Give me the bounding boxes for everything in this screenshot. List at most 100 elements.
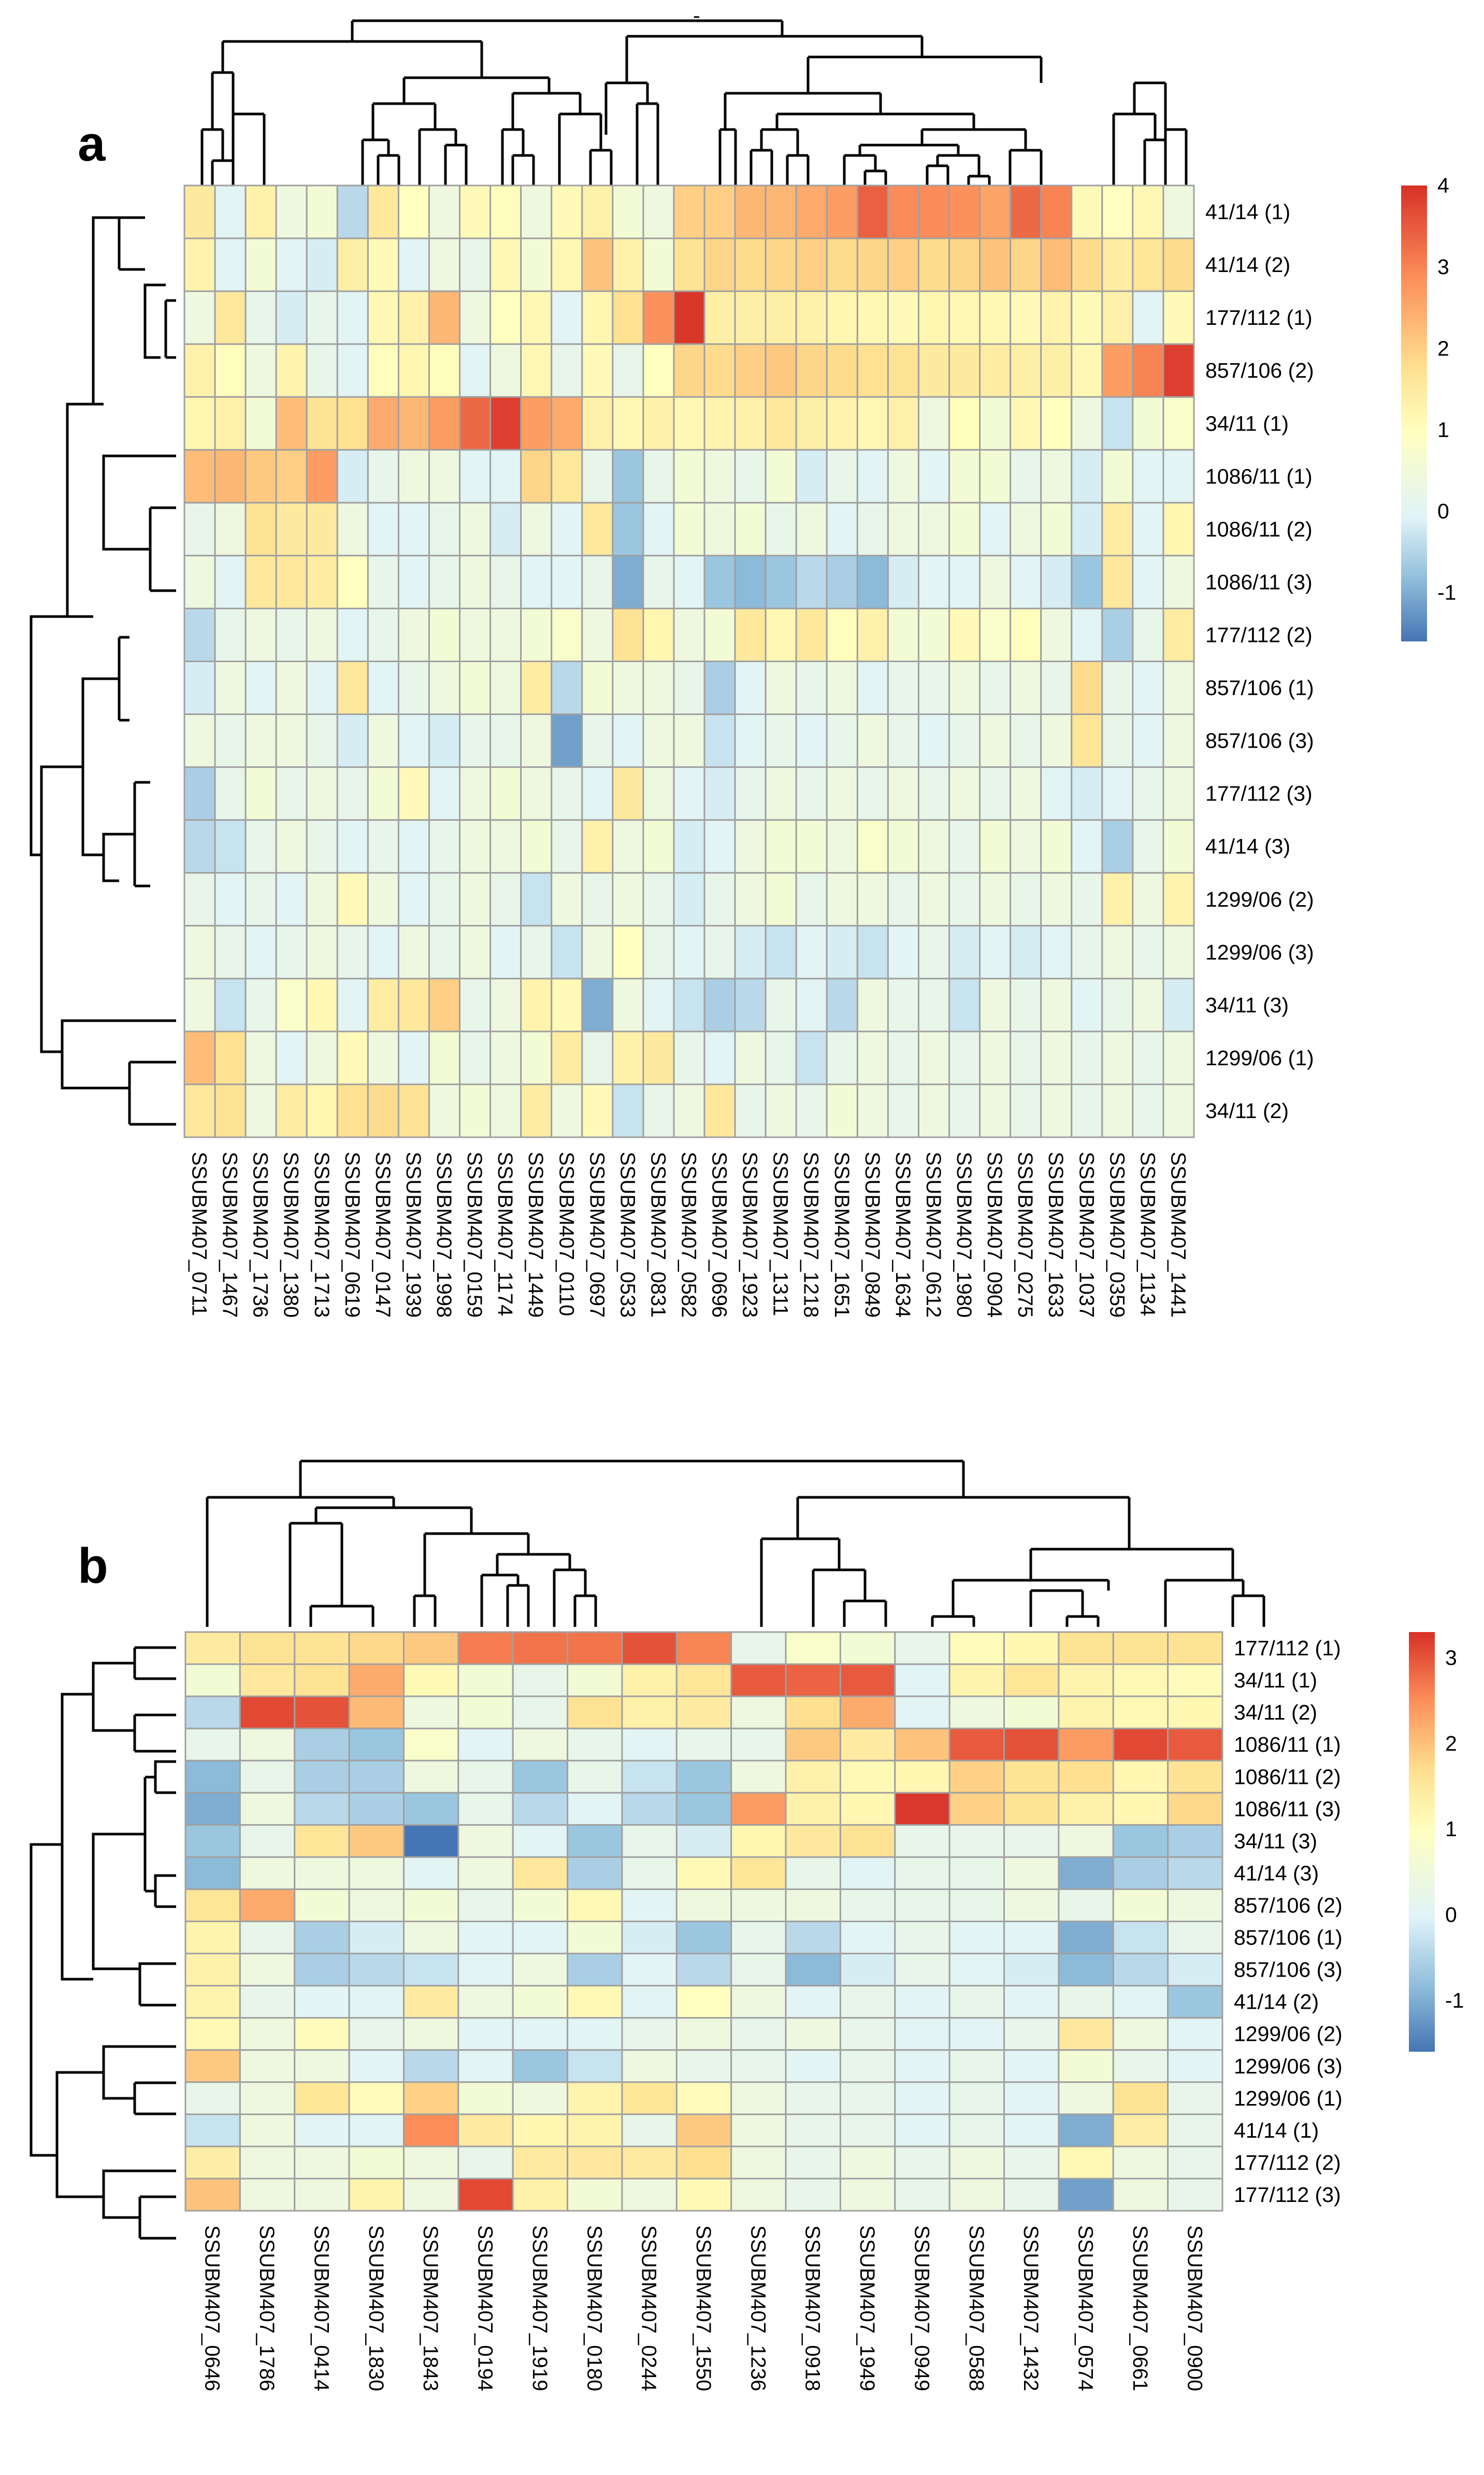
heatmap-b-cell-r15-c5 (457, 2113, 514, 2148)
heatmap-a-cell-r11-c2 (244, 766, 277, 821)
heatmap-b-cell-r0-c9 (675, 1631, 732, 1665)
heatmap-b-cell-r10-c17 (1112, 1953, 1169, 1987)
heatmap-a-cell-r1-c26 (979, 237, 1012, 292)
heatmap-a-cell-r11-c1 (214, 766, 247, 821)
heatmap-a-cell-r11-c20 (795, 766, 828, 821)
heatmap-b-cell-r8-c16 (1058, 1888, 1114, 1922)
heatmap-a-cell-r7-c24 (917, 554, 950, 609)
heatmap-a-cell-r1-c9 (459, 237, 492, 292)
heatmap-b-cell-r13-c8 (621, 2049, 678, 2083)
heatmap-a-cell-r4-c5 (336, 396, 369, 451)
heatmap-a-cell-r5-c8 (428, 449, 461, 504)
heatmap-b-cell-r14-c18 (1167, 2081, 1223, 2115)
heatmap-a-cell-r9-c5 (336, 661, 369, 716)
heatmap-a-cell-r9-c2 (244, 661, 277, 716)
heatmap-b-row-label: 177/112 (2) (1234, 2151, 1341, 2174)
heatmap-b-column-label: SSUBM407_1830 (365, 2225, 387, 2391)
heatmap-b-cell-r1-c17 (1112, 1663, 1169, 1697)
heatmap-a-cell-r11-c26 (979, 766, 1012, 821)
heatmap-a-cell-r13-c26 (979, 872, 1012, 927)
heatmap-a-cell-r16-c1 (214, 1031, 247, 1085)
heatmap-a-cell-r15-c20 (795, 978, 828, 1033)
heatmap-b-cell-r0-c5 (457, 1631, 514, 1665)
heatmap-b-cell-r6-c12 (839, 1824, 896, 1858)
heatmap-b-cell-r4-c14 (948, 1759, 1005, 1794)
heatmap-b-cell-r7-c10 (730, 1856, 787, 1890)
heatmap-a-cell-r15-c3 (275, 978, 308, 1033)
heatmap-a-column-label: SSUBM407_1634 (891, 1152, 914, 1318)
heatmap-a-cell-r8-c24 (917, 607, 950, 662)
heatmap-a-cell-r9-c20 (795, 661, 828, 716)
heatmap-a-cell-r0-c22 (856, 184, 889, 239)
heatmap-a-cell-r1-c29 (1071, 237, 1103, 292)
heatmap-a-cell-r15-c4 (306, 978, 338, 1033)
heatmap-a-cell-r5-c30 (1101, 449, 1134, 504)
heatmap-a-cell-r13-c18 (734, 872, 767, 927)
heatmap-a-column-label: SSUBM407_1449 (524, 1152, 547, 1318)
heatmap-a-cell-r13-c14 (612, 872, 644, 927)
heatmap-b-cell-r15-c14 (948, 2113, 1005, 2148)
heatmap-a-cell-r7-c5 (336, 554, 369, 609)
heatmap-a-cell-r17-c27 (1010, 1083, 1042, 1138)
heatmap-b-cell-r2-c14 (948, 1695, 1005, 1729)
heatmap-b-cell-r1-c14 (948, 1663, 1005, 1697)
heatmap-b-cell-r15-c15 (1003, 2113, 1060, 2148)
heatmap-b-cell-r3-c13 (894, 1727, 950, 1762)
heatmap-a-cell-r6-c0 (183, 502, 216, 556)
heatmap-b-cell-r6-c15 (1003, 1824, 1060, 1858)
heatmap-a-cell-r10-c10 (489, 713, 522, 768)
heatmap-b-cell-r3-c12 (839, 1727, 896, 1762)
heatmap-a-column-label: SSUBM407_0533 (616, 1152, 639, 1318)
heatmap-a-cell-r10-c12 (551, 713, 583, 768)
heatmap-b-cell-r10-c10 (730, 1953, 787, 1987)
heatmap-a-cell-r3-c15 (642, 343, 675, 398)
heatmap-b-cell-r16-c7 (567, 2145, 623, 2180)
heatmap-b-column-label: SSUBM407_0414 (310, 2225, 333, 2391)
heatmap-b-cell-r8-c18 (1167, 1888, 1223, 1922)
heatmap-b-cell-r2-c3 (348, 1695, 405, 1729)
heatmap-a-cell-r0-c8 (428, 184, 461, 239)
heatmap-b-column-label: SSUBM407_0661 (1129, 2225, 1151, 2391)
heatmap-a-cell-r0-c21 (826, 184, 858, 239)
heatmap-a-cell-r0-c9 (459, 184, 492, 239)
heatmap-a-cell-r8-c19 (765, 607, 797, 662)
heatmap-a-cell-r4-c21 (826, 396, 858, 451)
heatmap-a-cell-r6-c19 (765, 502, 797, 556)
heatmap-panel-a: a - 41/14 (1) 41/14 (2) 177/112 (1) 857/106… (30, 4, 1456, 1318)
heatmap-b-cell-r8-c2 (294, 1888, 350, 1922)
heatmap-a-row-label: 1299/06 (2) (1205, 888, 1314, 911)
heatmap-b-column-label: SSUBM407_0918 (801, 2225, 824, 2391)
heatmap-a-cell-r1-c20 (795, 237, 828, 292)
heatmap-a-cell-r5-c21 (826, 449, 858, 504)
heatmap-a-cell-r6-c14 (612, 502, 644, 556)
heatmap-a-cell-r4-c1 (214, 396, 247, 451)
heatmap-b-cell-r12-c3 (348, 2017, 405, 2051)
heatmap-a-cell-r8-c18 (734, 607, 767, 662)
color-legend-a: 4 3 2 1 0 -1 (1401, 174, 1456, 641)
heatmap-b-column-label: SSUBM407_0646 (201, 2225, 224, 2391)
heatmap-a-cell-r6-c9 (459, 502, 492, 556)
heatmap-a-cell-r13-c32 (1162, 872, 1195, 927)
heatmap-b-cell-r2-c8 (621, 1695, 678, 1729)
heatmap-b-column-label: SSUBM407_0574 (1074, 2225, 1097, 2391)
heatmap-a-cell-r10-c7 (397, 713, 430, 768)
heatmap-b-cell-r13-c15 (1003, 2049, 1060, 2083)
heatmap-a-cell-r7-c0 (183, 554, 216, 609)
heatmap-a-cell-r1-c8 (428, 237, 461, 292)
heatmap-a-cell-r1-c22 (856, 237, 889, 292)
heatmap-a-cell-r4-c27 (1010, 396, 1042, 451)
heatmap-a-cell-r13-c24 (917, 872, 950, 927)
heatmap-b-cell-r14-c11 (785, 2081, 841, 2115)
heatmap-b-cell-r0-c16 (1058, 1631, 1114, 1665)
heatmap-b-cell-r8-c9 (675, 1888, 732, 1922)
heatmap-a-cell-r0-c28 (1040, 184, 1073, 239)
heatmap-b-row-label: 857/106 (3) (1234, 1958, 1343, 1982)
heatmap-a-cell-r14-c32 (1162, 925, 1195, 980)
heatmap-b-cell-r6-c13 (894, 1824, 950, 1858)
heatmap-a-cell-r9-c30 (1101, 661, 1134, 716)
heatmap-a-cell-r17-c29 (1071, 1083, 1103, 1138)
heatmap-a-cell-r5-c20 (795, 449, 828, 504)
heatmap-b-cell-r14-c3 (348, 2081, 405, 2115)
heatmap-b-cell-r17-c1 (239, 2178, 296, 2212)
heatmap-b-cell-r13-c16 (1058, 2049, 1114, 2083)
